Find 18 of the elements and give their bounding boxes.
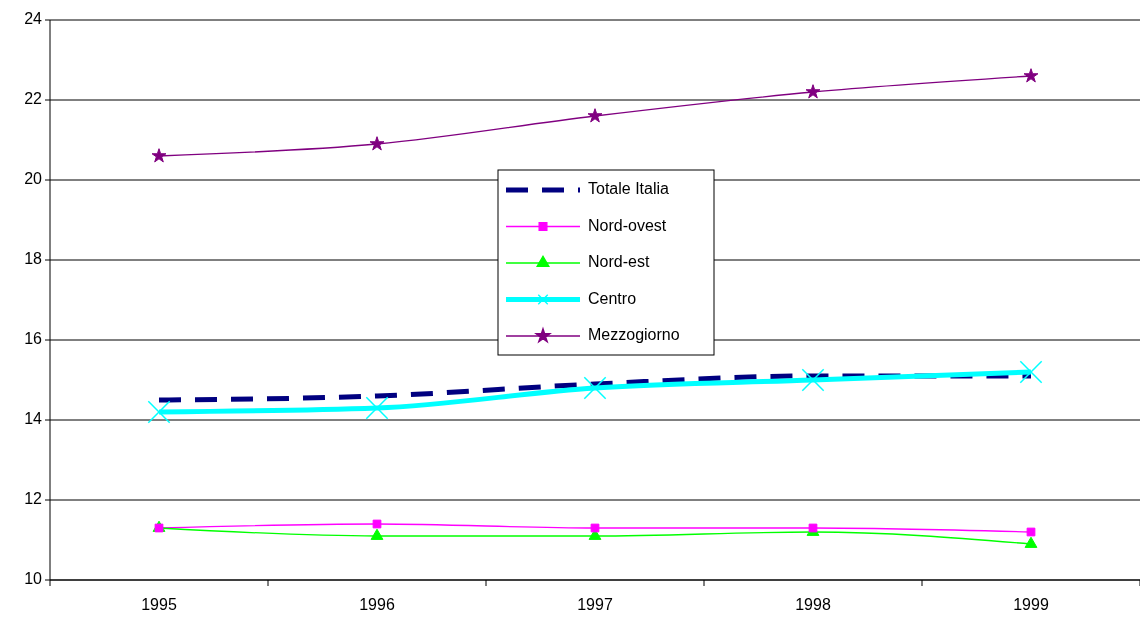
- x-tick-label: 1998: [795, 596, 831, 613]
- legend-label: Mezzogiorno: [588, 326, 680, 344]
- y-tick-label: 10: [24, 570, 43, 588]
- legend-label: Nord-ovest: [588, 216, 667, 234]
- legend-label: Centro: [588, 289, 637, 307]
- x-tick-label: 1995: [141, 596, 177, 613]
- x-tick-label: 1999: [1013, 596, 1049, 613]
- x-tick-label: 1997: [577, 596, 613, 613]
- legend-label: Totale Italia: [588, 180, 670, 198]
- x-tick-label: 1996: [359, 596, 395, 613]
- y-tick-label: 14: [24, 410, 43, 428]
- y-tick-label: 20: [24, 170, 43, 188]
- y-tick-label: 12: [24, 490, 43, 508]
- y-tick-label: 16: [24, 330, 43, 348]
- y-tick-label: 18: [24, 250, 43, 268]
- y-tick-label: 24: [24, 10, 43, 28]
- y-tick-label: 22: [24, 90, 43, 108]
- legend-label: Nord-est: [588, 253, 650, 271]
